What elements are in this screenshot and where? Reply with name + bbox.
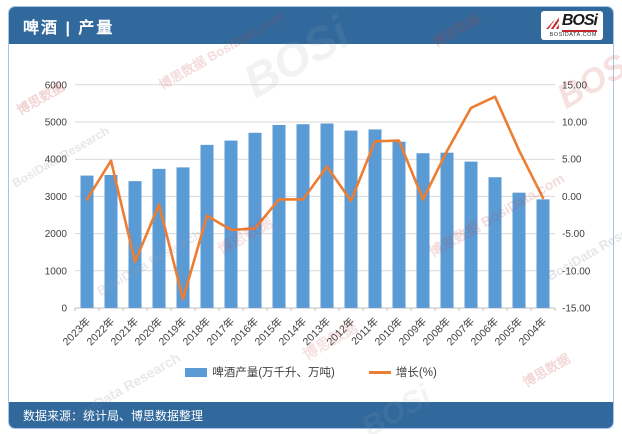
- chart-legend: 啤酒产量(万千升、万吨) 增长(%): [9, 360, 613, 384]
- legend-item-growth: 增长(%): [368, 364, 437, 380]
- footer-gap: [9, 384, 613, 402]
- header-bar: 啤酒 | 产量 BOSi BOSIDATA.COM: [9, 7, 613, 44]
- svg-text:-15.00: -15.00: [562, 304, 591, 315]
- bar-line-chart: 0 -15.00 1000 -10.00 2000 -5.00 3000 0.00 4000 5.…: [45, 80, 591, 348]
- svg-text:5000: 5000: [45, 118, 68, 129]
- data-source-text: 数据来源：统计局、博思数据整理: [23, 408, 204, 423]
- legend-bar-label: 啤酒产量(万千升、万吨): [212, 367, 335, 379]
- logo-brand-text: BOSi: [561, 12, 598, 32]
- svg-text:10.00: 10.00: [562, 118, 587, 129]
- legend-line-label: 增长(%): [395, 367, 437, 379]
- chart-card: 啤酒 | 产量 BOSi BOSIDATA.COM 0 -15.00 1000 -10…: [8, 6, 614, 429]
- legend-bar-swatch: [185, 367, 208, 377]
- svg-text:-5.00: -5.00: [562, 229, 585, 240]
- page-title: 啤酒 | 产量: [23, 19, 115, 37]
- svg-text:0.00: 0.00: [562, 192, 582, 203]
- chart-plot-area: 0 -15.00 1000 -10.00 2000 -5.00 3000 0.00 4000 5.…: [9, 44, 613, 360]
- footer-bar: 数据来源：统计局、博思数据整理: [9, 402, 613, 428]
- svg-text:-10.00: -10.00: [562, 266, 591, 277]
- legend-item-production: 啤酒产量(万千升、万吨): [185, 364, 335, 380]
- svg-text:2000: 2000: [45, 229, 68, 240]
- svg-text:15.00: 15.00: [562, 80, 587, 91]
- bosi-logo: BOSi BOSIDATA.COM: [540, 10, 603, 41]
- svg-text:1000: 1000: [45, 266, 68, 277]
- svg-text:4000: 4000: [45, 155, 68, 166]
- svg-text:3000: 3000: [45, 192, 68, 203]
- svg-text:2004年: 2004年: [516, 315, 549, 348]
- logo-stripes-icon: [545, 15, 559, 30]
- svg-text:6000: 6000: [45, 80, 68, 91]
- svg-text:5.00: 5.00: [562, 155, 582, 166]
- legend-line-swatch: [368, 370, 391, 374]
- svg-text:0: 0: [61, 304, 67, 315]
- logo-domain-text: BOSIDATA.COM: [549, 31, 597, 38]
